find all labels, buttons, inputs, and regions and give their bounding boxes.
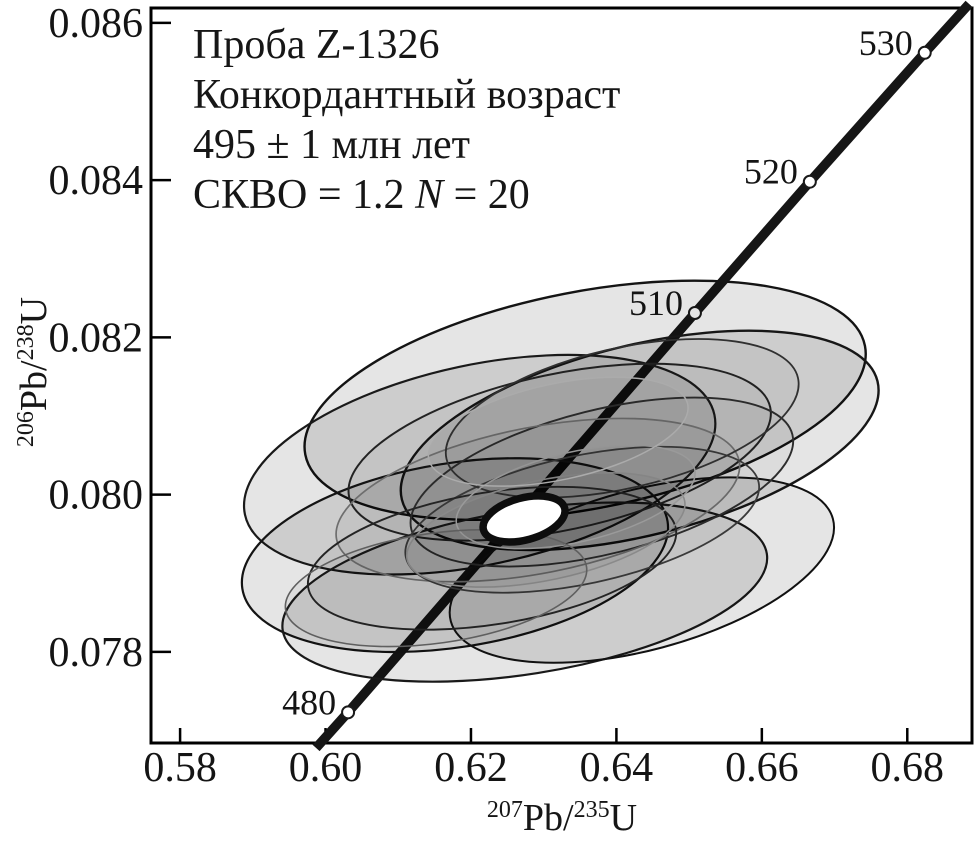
error-ellipse (306, 485, 678, 631)
mswd-text: СКВО = 1.2 (193, 172, 416, 218)
age-type-label: Конкордантный возраст (193, 72, 621, 118)
error-ellipse (405, 472, 686, 588)
y-tick-label: 0.086 (49, 1, 144, 47)
y-tick-label: 0.082 (49, 315, 144, 361)
y-title-sup-206: 206 (13, 411, 39, 448)
x-tick-label: 0.60 (289, 745, 363, 791)
y-tick-label: 0.084 (49, 158, 144, 204)
y-title-sup-238: 238 (13, 324, 39, 361)
x-title-sup-235: 235 (573, 797, 610, 823)
age-label: 520 (744, 152, 798, 192)
x-title-u: U (609, 797, 638, 839)
y-title-u: U (13, 296, 55, 325)
n-value: = 20 (443, 172, 530, 218)
x-tick-label: 0.64 (580, 745, 654, 791)
error-ellipse (347, 362, 772, 542)
x-tick-label: 0.62 (434, 745, 508, 791)
age-label: 530 (859, 23, 913, 63)
y-title-pb: Pb/ (13, 360, 55, 412)
mswd-n-label: СКВО = 1.2 N = 20 (193, 170, 620, 220)
error-ellipse (427, 376, 689, 487)
age-label: 480 (282, 682, 336, 722)
x-tick-label: 0.68 (871, 745, 945, 791)
age-marker (802, 174, 817, 189)
concordia-age-ellipse (479, 492, 569, 546)
y-tick-label: 0.080 (49, 473, 144, 519)
n-symbol: N (415, 172, 444, 218)
x-axis-title: 207Pb/235U (487, 796, 637, 840)
x-title-sup-207: 207 (486, 797, 523, 823)
error-ellipse (444, 338, 800, 499)
x-title-pb: Pb/ (522, 797, 574, 839)
concordia-line (312, 0, 973, 752)
error-ellipse (284, 528, 588, 648)
x-tick-label: 0.66 (725, 745, 799, 791)
x-tick-label: 0.58 (143, 745, 217, 791)
y-axis-title: 206Pb/238U (12, 297, 56, 447)
plot-frame (149, 6, 974, 745)
annotation-block: Проба Z-1326 Конкордантный возраст 495 ±… (193, 20, 620, 220)
y-tick-label: 0.078 (49, 630, 144, 676)
error-ellipse (404, 445, 761, 594)
error-ellipse (455, 444, 696, 550)
age-marker (341, 705, 356, 720)
age-marker (687, 306, 702, 321)
sample-label: Проба Z-1326 (193, 22, 440, 68)
age-label: 510 (629, 283, 683, 323)
age-marker (917, 45, 932, 60)
age-value-label: 495 ± 1 млн лет (193, 122, 471, 168)
